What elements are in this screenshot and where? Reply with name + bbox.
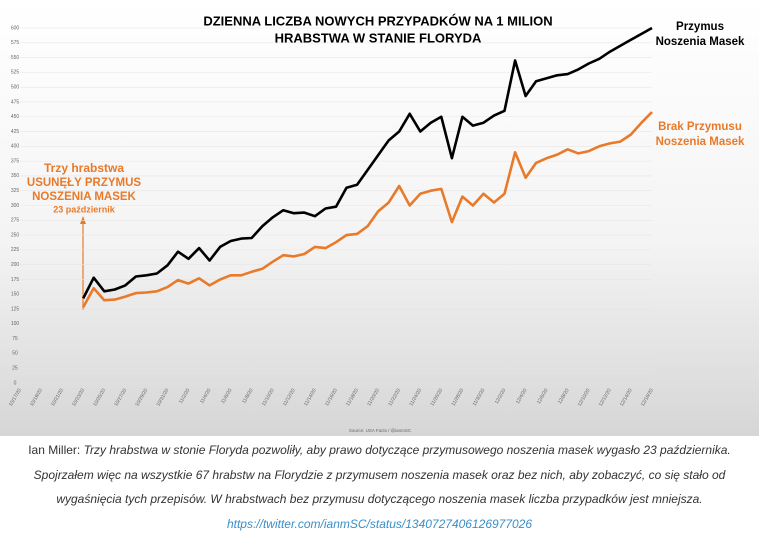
y-tick-label: 175 (11, 277, 20, 283)
y-tick-label: 25 (12, 366, 18, 372)
y-tick-label: 450 (11, 114, 20, 120)
y-tick-label: 600 (11, 25, 20, 31)
y-tick-label: 575 (11, 40, 20, 46)
caption-author: Ian Miller: (28, 443, 81, 457)
caption-text: wygaśnięcia tych przepisów. W hrabstwach… (56, 492, 703, 506)
caption-line: Spojrzałem więc na wszystkie 67 hrabstw … (0, 463, 759, 488)
chart-title: DZIENNA LICZBA NOWYCH PRZYPADKÓW NA 1 MI… (203, 13, 552, 28)
y-tick-label: 325 (11, 188, 20, 194)
caption-line: wygaśnięcia tych przepisów. W hrabstwach… (0, 487, 759, 512)
y-tick-label: 400 (11, 144, 20, 150)
y-tick-label: 425 (11, 129, 20, 135)
y-tick-label: 125 (11, 306, 20, 312)
annotation: 23 październik (53, 204, 116, 214)
chart-title: HRABSTWA W STANIE FLORYDA (275, 30, 482, 45)
y-tick-label: 200 (11, 262, 20, 268)
legend-label: Noszenia Masek (656, 36, 745, 48)
series-line (82, 111, 653, 308)
caption-text: Trzy hrabstwa w stonie Floryda pozwoliły… (83, 443, 731, 457)
caption-line: Ian Miller: Trzy hrabstwa w stonie Flory… (0, 438, 759, 463)
y-tick-label: 0 (14, 380, 17, 386)
y-tick-label: 100 (11, 321, 20, 327)
caption: Ian Miller: Trzy hrabstwa w stonie Flory… (0, 438, 759, 536)
y-tick-label: 500 (11, 84, 20, 90)
y-tick-label: 375 (11, 158, 20, 164)
caption-text: Spojrzałem więc na wszystkie 67 hrabstw … (33, 467, 726, 482)
y-tick-label: 225 (11, 247, 20, 253)
annotation: NOSZENIA MASEK (32, 191, 136, 203)
chart: DZIENNA LICZBA NOWYCH PRZYPADKÓW NA 1 MI… (0, 0, 759, 436)
y-tick-label: 150 (11, 292, 20, 298)
legend-label: Przymus (676, 21, 724, 33)
legend-label: Brak Przymusu (658, 121, 742, 133)
y-tick-label: 50 (12, 351, 18, 357)
annotation: Trzy hrabstwa (44, 161, 124, 175)
y-tick-label: 75 (12, 336, 18, 342)
y-tick-label: 525 (11, 70, 20, 76)
series-line (82, 26, 653, 299)
y-tick-label: 300 (11, 203, 20, 209)
annotation: USUNĘŁY PRZYMUS (27, 177, 141, 189)
source: Source: USA Facts / @ianmSC (349, 428, 412, 433)
y-tick-label: 475 (11, 99, 20, 105)
y-tick-label: 350 (11, 173, 20, 179)
legend-label: Noszenia Masek (656, 136, 745, 148)
chart-background (0, 0, 759, 436)
caption-link[interactable]: https://twitter.com/ianmSC/status/134072… (226, 516, 533, 531)
y-tick-label: 250 (11, 232, 20, 238)
caption-line: https://twitter.com/ianmSC/status/134072… (0, 512, 759, 536)
y-tick-label: 275 (11, 218, 20, 224)
y-tick-label: 550 (11, 55, 20, 61)
